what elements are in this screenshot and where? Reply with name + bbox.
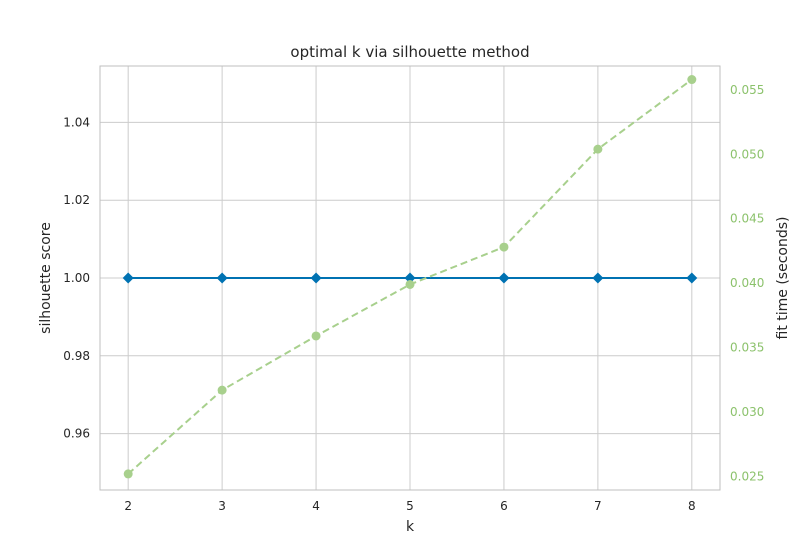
fit-time-point [311,331,321,341]
y2-axis-label: fit time (seconds) [775,217,791,340]
y-tick-labels: 0.96 0.98 1.00 1.02 1.04 [63,115,90,440]
x-axis-label: k [406,519,415,535]
silhouette-point [686,272,698,284]
y-tick-label: 1.04 [63,115,90,129]
x-tick-label: 8 [688,499,696,513]
x-tick-labels: 2 3 4 5 6 7 8 [124,499,695,513]
x-tick-label: 3 [218,499,226,513]
silhouette-point [404,272,416,284]
y2-tick-label: 0.050 [730,147,764,161]
fit-time-point [217,385,227,395]
x-tick-label: 2 [124,499,132,513]
fit-time-point [687,75,697,85]
silhouette-point [498,272,510,284]
x-tick-label: 7 [594,499,602,513]
y-tick-label: 1.02 [63,193,90,207]
y-tick-label: 1.00 [63,271,90,285]
silhouette-point [592,272,604,284]
fit-time-point [499,242,509,252]
x-tick-label: 5 [406,499,414,513]
x-tick-label: 6 [500,499,508,513]
y2-tick-label: 0.045 [730,212,764,226]
y-axis-label: silhouette score [38,222,54,334]
fit-time-point [123,469,133,479]
y2-tick-label: 0.040 [730,276,764,290]
y2-tick-label: 0.025 [730,469,764,483]
y2-tick-labels: 0.025 0.030 0.035 0.040 0.045 0.050 0.055 [730,83,764,484]
chart-title: optimal k via silhouette method [290,43,529,61]
silhouette-point [216,272,228,284]
plot-frame [99,65,721,491]
y-tick-label: 0.96 [63,427,90,441]
y2-tick-label: 0.035 [730,341,764,355]
series-group [122,75,698,479]
y2-tick-label: 0.055 [730,83,764,97]
fit-time-point [593,144,603,154]
silhouette-point [122,272,134,284]
y2-tick-label: 0.030 [730,405,764,419]
silhouette-point [310,272,322,284]
fit-time-point [405,279,415,289]
x-tick-label: 4 [312,499,320,513]
y-tick-label: 0.98 [63,349,90,363]
